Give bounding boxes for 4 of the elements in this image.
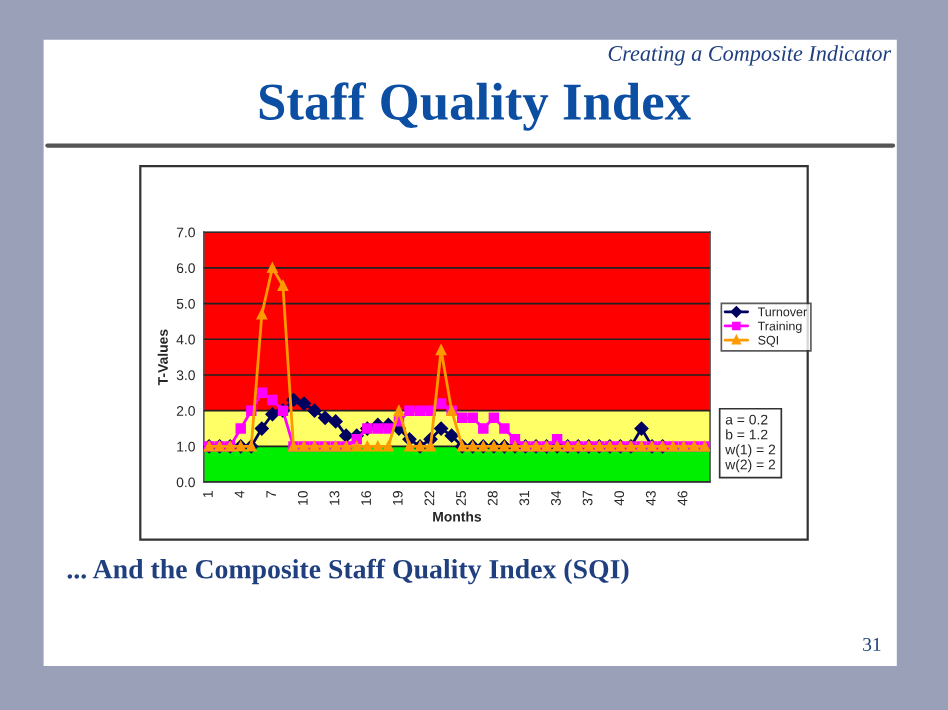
text: 31 bbox=[863, 637, 881, 651]
chart-title: Staff Quality Index bbox=[259, 82, 691, 131]
chart-subtitle: Creating a Composite Indicator bbox=[608, 45, 892, 66]
text: ... And the Composite Staff Quality Index (SQI) bbox=[67, 558, 629, 585]
